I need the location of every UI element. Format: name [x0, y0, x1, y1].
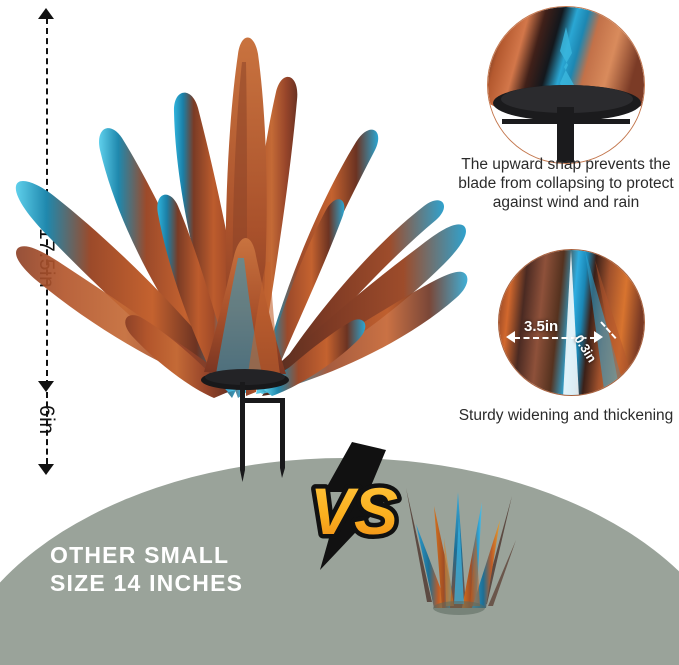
vs-badge: VS VS	[296, 442, 412, 570]
width-measure-label: 3.5in	[524, 318, 559, 335]
width-measure-line	[514, 337, 596, 339]
dimension-dashed-line-stake	[46, 392, 48, 464]
main-product-image	[0, 0, 470, 470]
thickness-callout-text: Sturdy widening and thickening	[458, 407, 674, 424]
vs-label-outline: VS	[310, 474, 398, 548]
other-caption-line-2: SIZE 14 INCHES	[50, 570, 244, 596]
other-product-caption: OTHER SMALL SIZE 14 INCHES	[50, 541, 350, 597]
width-arrow-right-icon	[594, 331, 603, 343]
down-arrow-icon-bottom	[38, 464, 54, 475]
width-arrow-left-icon	[506, 331, 515, 343]
snap-closeup-photo	[487, 6, 645, 164]
vs-label: VS	[310, 474, 398, 548]
blade-thickness-closeup-photo	[498, 249, 645, 396]
competitor-small-agave-plant	[396, 482, 522, 618]
ground-stake	[195, 370, 325, 485]
other-caption-line-1: OTHER SMALL	[50, 542, 230, 568]
up-arrow-icon	[38, 8, 54, 19]
snap-callout-text: The upward snap prevents the blade from …	[458, 156, 674, 211]
down-arrow-icon	[38, 381, 54, 392]
